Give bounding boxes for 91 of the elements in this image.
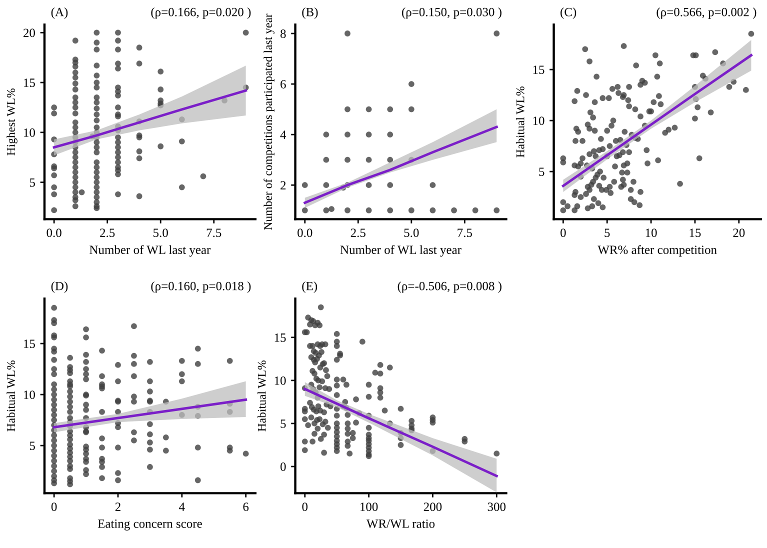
x-tick-label: 20 (733, 228, 745, 238)
x-tick-label: 2.5 (350, 228, 366, 238)
line-series (304, 126, 498, 204)
x-axis-title: WR% after competition (598, 245, 717, 257)
x-axis-title: Number of WL last year (90, 245, 211, 257)
y-tick-label: 0 (280, 462, 286, 471)
text: (ρ=0.150, p=0.030 ) (402, 7, 502, 19)
point (366, 207, 372, 214)
y-tick-label: 5 (539, 168, 544, 176)
point (366, 182, 372, 188)
point (451, 207, 457, 214)
x-tick-label: 5.0 (154, 228, 168, 238)
point (328, 206, 334, 212)
y-tick-label: 20 (24, 28, 35, 38)
chart-title: (A) (51, 7, 68, 19)
text: (ρ=0.566, p=0.002 ) (656, 7, 756, 19)
point (430, 207, 436, 214)
x-tick-label: 7.5 (206, 228, 222, 238)
point (408, 81, 414, 87)
x-tick-label: 0 (51, 502, 57, 512)
x-tick-label: 6 (243, 502, 249, 512)
point (302, 207, 308, 214)
text: (ρ=0.160, p=0.018 ) (151, 281, 251, 293)
x-tick-label: 10 (646, 228, 657, 238)
y-axis-title: Number of competitions participated last year (264, 14, 274, 230)
point (344, 207, 350, 214)
y-tick-label: 6 (280, 80, 286, 88)
y-axis-title: Habitual WL% (258, 360, 266, 432)
y-tick-label: 5 (30, 178, 35, 187)
y-axis-title: Highest WL% (6, 88, 18, 156)
point (366, 156, 372, 163)
y-tick-label: 15 (24, 78, 35, 87)
chart-title: (E) (302, 281, 318, 293)
y-tick-label: 10 (24, 128, 35, 137)
point (430, 182, 436, 188)
x-tick-label: 0 (302, 502, 308, 512)
point (323, 156, 330, 163)
x-tick-label: 200 (424, 502, 442, 512)
point (366, 132, 372, 138)
y-tick-label: 8 (280, 30, 286, 38)
point (387, 106, 394, 112)
x-tick-label: 5 (604, 228, 610, 238)
x-axis-title: WR/WL ratio (366, 520, 435, 528)
x-tick-label: 2.5 (100, 228, 115, 238)
x-tick-label: 2 (115, 502, 120, 511)
y-tick-label: 10 (24, 390, 35, 400)
x-tick-label: 100 (360, 502, 378, 512)
point (494, 30, 500, 36)
chart-title: (C) (560, 7, 576, 19)
x-axis-title: Eating concern score (98, 519, 202, 530)
x-tick-label: 0.0 (46, 228, 62, 238)
point (408, 207, 414, 214)
text: (ρ=0.166, p=0.020 ) (151, 7, 251, 19)
point (387, 207, 394, 214)
chart-title: (B) (302, 7, 318, 19)
point (302, 182, 308, 188)
x-tick-label: 0 (560, 228, 566, 238)
point (323, 207, 330, 214)
point (387, 132, 394, 138)
x-tick-label: 0.0 (298, 228, 312, 238)
point (323, 182, 330, 188)
point (344, 106, 350, 112)
y-tick-label: 10 (533, 116, 544, 126)
x-axis-title: Number of WL last year (340, 245, 462, 257)
y-tick-label: 15 (274, 333, 286, 342)
point (387, 156, 394, 163)
x-tick-label: 15 (690, 228, 701, 238)
y-tick-label: 2 (280, 181, 286, 190)
x-tick-label: 300 (488, 502, 506, 512)
point (344, 156, 350, 163)
point (472, 207, 478, 214)
point (344, 30, 350, 36)
text: (ρ=-0.506, p=0.008 ) (398, 281, 502, 293)
point (494, 207, 500, 214)
y-axis-title: Habitual WL% (6, 360, 16, 432)
x-tick-label: 5.0 (404, 228, 419, 238)
y-tick-label: 4 (280, 130, 286, 139)
y-tick-label: 5 (30, 442, 35, 450)
point (387, 182, 394, 188)
point (344, 132, 350, 138)
y-tick-label: 5 (280, 420, 286, 428)
x-tick-label: 4 (179, 502, 185, 511)
y-tick-label: 10 (274, 376, 286, 385)
point (323, 132, 330, 138)
y-tick-label: 15 (24, 340, 35, 348)
point (366, 106, 372, 112)
y-axis-title: Habitual WL% (516, 86, 524, 158)
y-tick-label: 15 (533, 66, 544, 74)
x-tick-label: 7.5 (458, 228, 472, 238)
chart-title: (D) (51, 281, 68, 293)
point (408, 106, 414, 112)
